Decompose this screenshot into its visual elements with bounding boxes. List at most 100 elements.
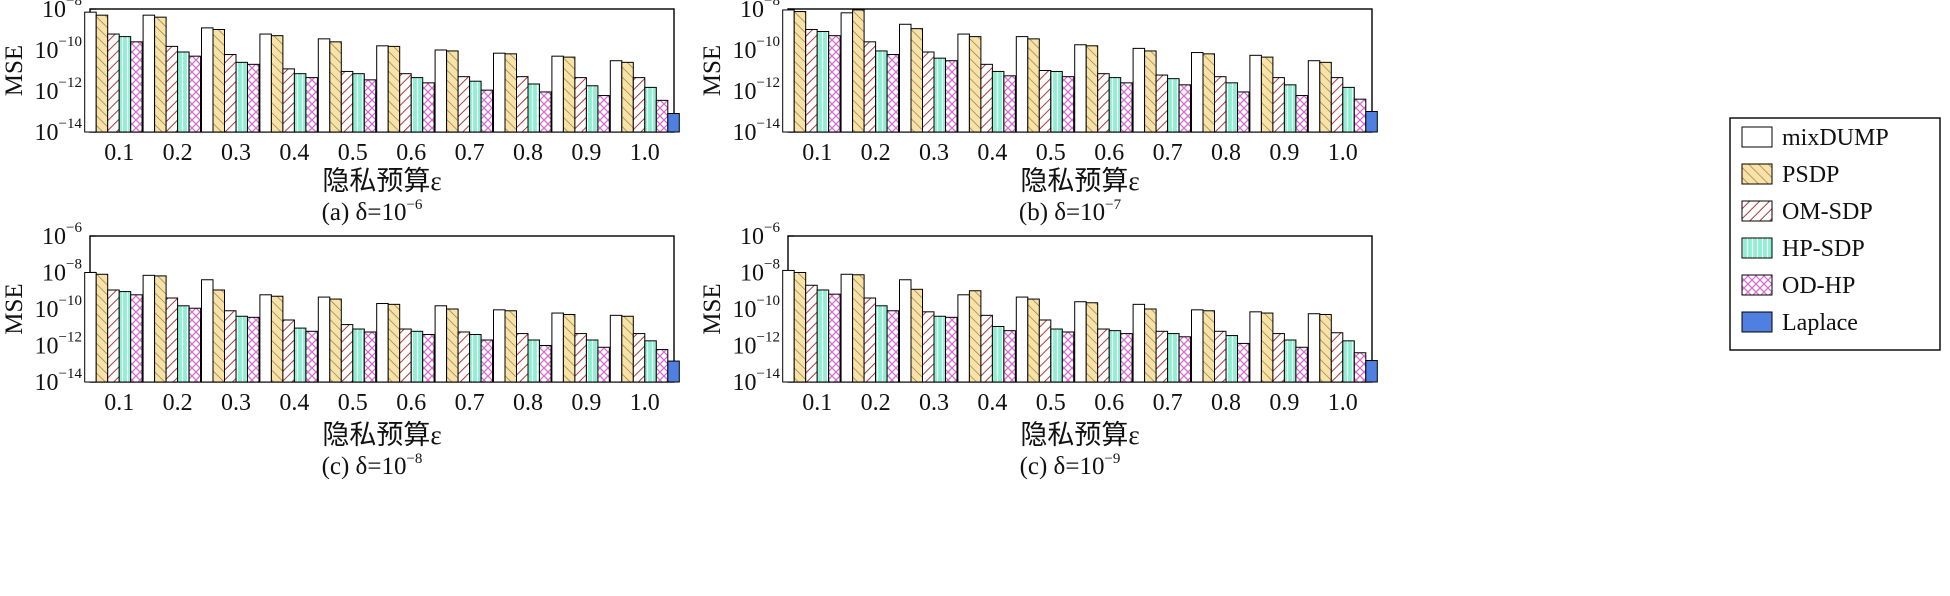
x-tick-label: 0.1 — [802, 390, 832, 416]
x-tick-label: 1.0 — [1328, 390, 1358, 416]
bar-mixdump-0.8 — [1191, 52, 1204, 133]
bar-hp-sdp-0.9 — [1283, 84, 1297, 133]
bar-psdp-0.5 — [329, 298, 342, 383]
bar-mixdump-0.3 — [899, 279, 912, 383]
x-tick-label: 1.0 — [630, 140, 660, 166]
bar-mixdump-0.1 — [782, 9, 795, 133]
bar-psdp-0.8 — [1202, 310, 1215, 383]
x-tick-label: 0.7 — [1153, 390, 1183, 416]
y-axis-label: MSE — [1, 283, 28, 334]
bar-psdp-0.7 — [446, 308, 459, 383]
bar-od-hp-0.6 — [1120, 333, 1133, 383]
bar-psdp-0.3 — [212, 29, 225, 133]
bar-hp-sdp-0.5 — [352, 328, 365, 383]
bar-psdp-0.2 — [852, 9, 865, 133]
legend-label: OD-HP — [1782, 273, 1855, 299]
bar-om-sdp-0.5 — [1038, 319, 1052, 383]
bar-hp-sdp-0.8 — [1225, 82, 1238, 133]
x-tick-label: 0.8 — [513, 140, 543, 166]
bar-mixdump-0.9 — [551, 55, 564, 133]
x-axis-label: 隐私预算ε — [1020, 166, 1139, 196]
bar-hp-sdp-0.5 — [352, 73, 365, 133]
bar-om-sdp-0.9 — [1272, 333, 1285, 383]
bar-mixdump-0.5 — [317, 38, 331, 133]
bar-om-sdp-0.3 — [922, 311, 935, 383]
bar-mixdump-0.8 — [493, 52, 506, 133]
bar-mixdump-0.1 — [782, 269, 795, 383]
bar-laplace-1.0 — [1365, 111, 1378, 133]
bar-od-hp-0.3 — [247, 316, 260, 383]
panel-caption: (c) δ=10−8 — [322, 451, 423, 480]
bar-om-sdp-0.5 — [340, 70, 354, 133]
bar-psdp-0.8 — [1202, 53, 1215, 133]
bar-om-sdp-0.5 — [1038, 70, 1052, 133]
bar-od-hp-0.9 — [1295, 95, 1308, 133]
bar-mixdump-0.9 — [1249, 54, 1262, 133]
bar-mixdump-0.1 — [84, 11, 97, 133]
bar-psdp-0.4 — [270, 295, 284, 383]
x-tick-label: 0.8 — [1211, 390, 1241, 416]
bar-hp-sdp-1.0 — [1342, 86, 1355, 133]
bar-hp-sdp-0.4 — [293, 327, 307, 383]
bar-psdp-0.6 — [1085, 45, 1099, 133]
bar-od-hp-1.0 — [655, 349, 669, 383]
bar-om-sdp-0.2 — [165, 297, 179, 383]
bar-psdp-0.1 — [95, 14, 109, 133]
bar-om-sdp-0.9 — [1272, 77, 1285, 133]
bar-mixdump-0.3 — [201, 279, 214, 383]
bar-psdp-0.3 — [910, 28, 923, 133]
bar-psdp-0.3 — [212, 289, 225, 383]
bar-psdp-0.9 — [562, 56, 576, 133]
bar-hp-sdp-0.7 — [469, 80, 482, 133]
bar-hp-sdp-0.3 — [933, 57, 946, 133]
x-tick-label: 0.9 — [571, 140, 601, 166]
bar-od-hp-0.1 — [828, 35, 841, 133]
bar-hp-sdp-0.2 — [177, 305, 190, 383]
x-tick-label: 0.9 — [1269, 140, 1299, 166]
bar-od-hp-1.0 — [655, 99, 669, 133]
bar-om-sdp-0.5 — [340, 324, 354, 383]
bar-om-sdp-0.4 — [980, 63, 993, 133]
legend-label: mixDUMP — [1782, 125, 1889, 151]
bar-om-sdp-0.7 — [457, 76, 471, 133]
bar-psdp-0.6 — [387, 45, 401, 133]
bar-mixdump-0.8 — [1191, 309, 1204, 383]
bar-hp-sdp-0.2 — [875, 50, 888, 133]
bar-hp-sdp-0.2 — [875, 305, 888, 383]
bar-od-hp-0.7 — [1178, 84, 1192, 133]
x-tick-label: 0.2 — [163, 140, 193, 166]
bar-psdp-0.7 — [1144, 308, 1157, 383]
y-tick-label: 10−10 — [35, 34, 82, 64]
bar-om-sdp-0.9 — [574, 77, 587, 133]
x-tick-label: 0.4 — [279, 390, 309, 416]
bar-psdp-1.0 — [621, 61, 634, 133]
bar-hp-sdp-0.1 — [816, 30, 830, 133]
panel-caption: (a) δ=10−6 — [322, 197, 423, 226]
bar-hp-sdp-1.0 — [644, 340, 657, 383]
bar-od-hp-0.4 — [1003, 330, 1016, 383]
bar-psdp-0.4 — [968, 36, 982, 133]
y-tick-label: 10−8 — [42, 257, 82, 287]
bar-od-hp-0.3 — [247, 63, 260, 133]
bar-mixdump-0.5 — [317, 296, 331, 383]
bar-psdp-0.9 — [562, 313, 576, 383]
bar-od-hp-0.5 — [363, 79, 377, 133]
bar-hp-sdp-0.1 — [118, 36, 132, 133]
bar-psdp-0.5 — [329, 41, 342, 133]
y-tick-label: 10−14 — [35, 366, 83, 396]
y-axis-label: MSE — [699, 283, 726, 334]
bar-od-hp-0.8 — [539, 345, 552, 383]
panel-caption: (b) δ=10−7 — [1019, 197, 1122, 226]
bar-od-hp-0.7 — [1178, 336, 1192, 383]
bar-od-hp-0.1 — [828, 293, 841, 383]
chart-panel-2: 10−8 10−10 10−12 10−14 MSE 0.1 0.2 0.3 0.4 0.5 0.6… — [699, 0, 1378, 226]
y-tick-label: 10−12 — [733, 330, 780, 360]
bar-psdp-0.3 — [910, 288, 923, 383]
bar-hp-sdp-0.6 — [1108, 330, 1122, 383]
bar-om-sdp-0.2 — [165, 45, 179, 133]
bar-hp-sdp-1.0 — [644, 86, 657, 133]
panel-caption: (c) δ=10−9 — [1020, 451, 1121, 480]
bar-psdp-0.1 — [95, 273, 109, 383]
x-tick-label: 0.6 — [1094, 140, 1124, 166]
bar-mixdump-0.5 — [1015, 36, 1029, 133]
